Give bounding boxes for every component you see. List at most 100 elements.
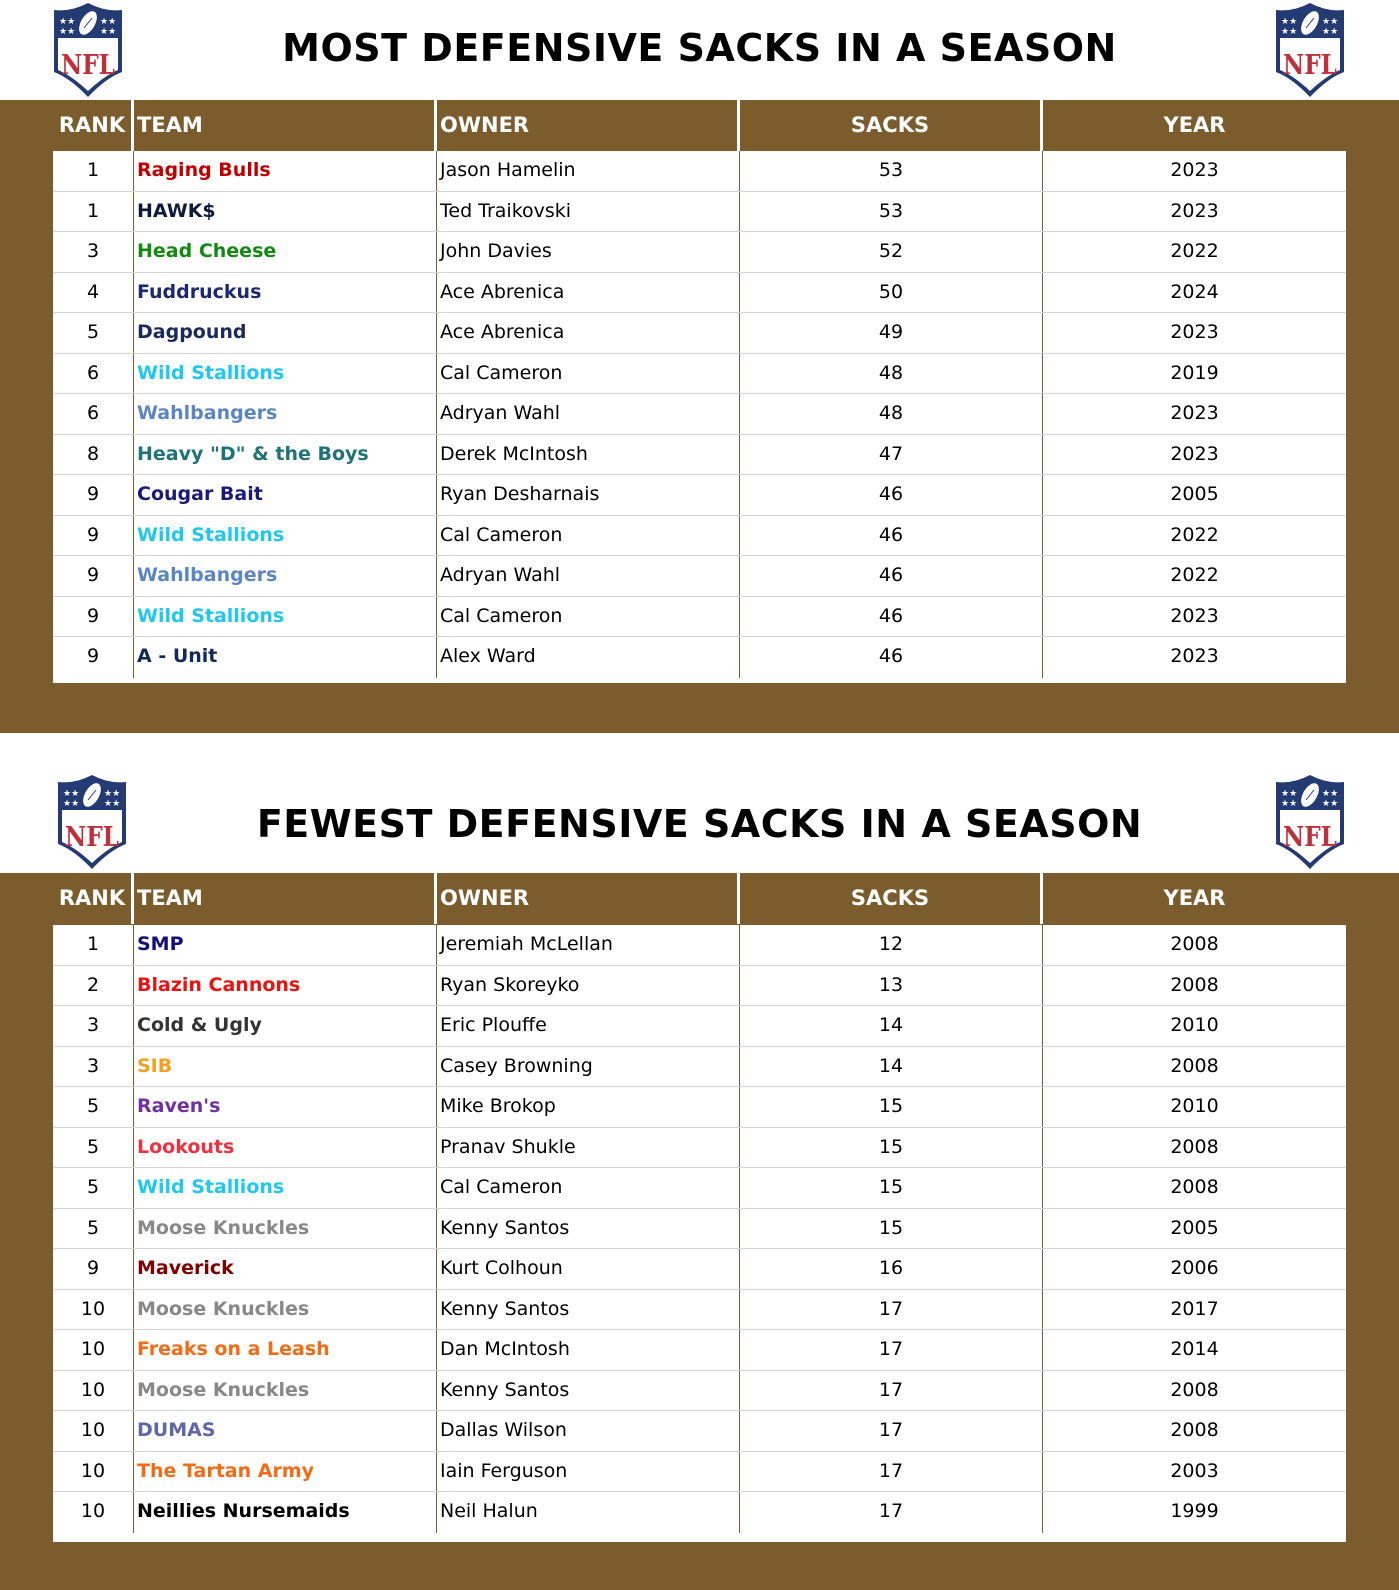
team-cell: Fuddruckus — [134, 272, 437, 312]
year-cell: 2003 — [1170, 1459, 1219, 1482]
year-cell: 2019 — [1170, 361, 1219, 384]
year-cell: 2010 — [1170, 1095, 1219, 1117]
year-cell: 2010 — [1170, 1014, 1219, 1036]
owner-cell: Cal Cameron — [437, 515, 740, 555]
sacks-cell: 47 — [740, 434, 1043, 474]
column-header-rank: RANK — [53, 873, 134, 924]
column-header-year: YEAR — [1163, 113, 1226, 137]
year-cell: 2023 — [1170, 321, 1219, 343]
column-header-sacks: SACKS — [740, 100, 1043, 151]
team-cell: Wild Stallions — [134, 1168, 437, 1208]
sacks-cell: 50 — [740, 272, 1043, 312]
rank-cell: 3 — [53, 232, 134, 272]
owner-cell: Jeremiah McLellan — [437, 925, 740, 965]
owner-cell: Dan McIntosh — [437, 1330, 740, 1370]
table-row: 5 Moose Knuckles Kenny Santos 15 2005 — [53, 1208, 1346, 1249]
sacks-cell: 17 — [740, 1451, 1043, 1491]
rank-cell: 10 — [53, 1330, 134, 1370]
column-header-owner: OWNER — [437, 873, 740, 924]
owner-cell: Eric Plouffe — [437, 1006, 740, 1046]
rank-cell: 8 — [53, 434, 134, 474]
sacks-cell: 15 — [740, 1127, 1043, 1167]
owner-cell: Kenny Santos — [437, 1208, 740, 1248]
year-cell: 2017 — [1170, 1297, 1219, 1320]
team-cell: A - Unit — [134, 637, 437, 678]
team-cell: Dagpound — [134, 313, 437, 353]
team-cell: Wild Stallions — [134, 353, 437, 393]
rank-cell: 10 — [53, 1492, 134, 1533]
most-sacks-table: 1 Raging Bulls Jason Hamelin 5 3 2023 1 HAWK$ Te… — [53, 151, 1346, 683]
table-row: 9 Wahlbangers Adryan Wahl 46 2022 — [53, 556, 1346, 597]
table-row: 9 Cougar Bait Ryan Desharnais 46 2005 — [53, 475, 1346, 516]
sacks-cell: 15 — [740, 1168, 1043, 1208]
year-cell: 1999 — [1170, 1500, 1219, 1522]
sacks-cell: 13 — [740, 965, 1043, 1005]
sacks-cell: 46 — [740, 556, 1043, 596]
year-cell: 2006 — [1170, 1257, 1219, 1279]
year-cell: 2008 — [1170, 1135, 1219, 1158]
team-cell: Lookouts — [134, 1127, 437, 1167]
team-cell: Freaks on a Leash — [134, 1330, 437, 1370]
owner-cell: Derek McIntosh — [437, 434, 740, 474]
sacks-cell: 17 — [740, 1411, 1043, 1451]
year-cell: 2023 — [1170, 159, 1219, 181]
owner-cell: Casey Browning — [437, 1046, 740, 1086]
rank-cell: 9 — [53, 596, 134, 636]
year-cell: 2022 — [1170, 240, 1219, 262]
owner-cell: Pranav Shukle — [437, 1127, 740, 1167]
team-cell: Wild Stallions — [134, 515, 437, 555]
owner-cell: Mike Brokop — [437, 1087, 740, 1127]
owner-cell: Adryan Wahl — [437, 394, 740, 434]
table-row: 1 HAWK$ Ted Traikovski 53 2023 — [53, 191, 1346, 232]
owner-cell: Ryan Desharnais — [437, 475, 740, 515]
column-header-year: YEAR — [1163, 886, 1226, 910]
team-cell: Wahlbangers — [134, 556, 437, 596]
team-cell: Raging Bulls — [134, 151, 437, 191]
team-cell: DUMAS — [134, 1411, 437, 1451]
rank-cell: 5 — [53, 1127, 134, 1167]
owner-cell: Kenny Santos — [437, 1289, 740, 1329]
column-header-team: TEAM — [134, 873, 437, 924]
table-row: 10 Neillies Nursemaids Neil Halun 17 1999 — [53, 1492, 1346, 1533]
rank-cell: 10 — [53, 1411, 134, 1451]
rank-cell: 1 — [53, 191, 134, 231]
year-cell: 2008 — [1170, 933, 1219, 955]
team-cell: Wahlbangers — [134, 394, 437, 434]
sacks-cell: 14 — [740, 1006, 1043, 1046]
sacks-cell: 17 — [740, 1289, 1043, 1329]
rank-cell: 6 — [53, 394, 134, 434]
title-band — [0, 0, 1399, 100]
team-cell: Neillies Nursemaids — [134, 1492, 437, 1533]
table-row: 9 Wild Stallions Cal Cameron 46 2023 — [53, 596, 1346, 637]
table-row: 10 Moose Knuckles Kenny Santos 17 2008 — [53, 1370, 1346, 1411]
sacks-cell: 46 — [740, 596, 1043, 636]
owner-cell: Ace Abrenica — [437, 313, 740, 353]
team-cell: HAWK$ — [134, 191, 437, 231]
page-title: MOST DEFENSIVE SACKS IN A SEASON — [282, 26, 1117, 70]
sacks-cell: 52 — [740, 232, 1043, 272]
sacks-cell: 48 — [740, 353, 1043, 393]
rank-cell: 10 — [53, 1370, 134, 1410]
table-row: 5 Raven's Mike Brokop 15 2010 — [53, 1087, 1346, 1128]
owner-cell: Cal Cameron — [437, 596, 740, 636]
table-row: 3 SIB Casey Browning 14 2008 — [53, 1046, 1346, 1087]
rank-cell: 1 — [53, 925, 134, 965]
owner-cell: Jason Hamelin — [437, 151, 740, 191]
team-cell: The Tartan Army — [134, 1451, 437, 1491]
rank-cell: 5 — [53, 313, 134, 353]
table-row: 6 Wahlbangers Adryan Wahl 48 2023 — [53, 394, 1346, 435]
table-row: 4 Fuddruckus Ace Abrenica 50 2024 — [53, 272, 1346, 313]
sacks-cell: 17 — [740, 1370, 1043, 1410]
team-cell: SMP — [134, 925, 437, 965]
team-cell: Raven's — [134, 1087, 437, 1127]
table-row: 10 Freaks on a Leash Dan McIntosh 17 2014 — [53, 1330, 1346, 1371]
rank-cell: 5 — [53, 1087, 134, 1127]
table-row: 1 SMP Jeremiah McLellan 12 2008 — [53, 925, 1346, 966]
owner-cell: Iain Ferguson — [437, 1451, 740, 1491]
table-row: 6 Wild Stallions Cal Cameron 48 2019 — [53, 353, 1346, 394]
rank-cell: 1 — [53, 151, 134, 191]
year-cell: 2022 — [1170, 564, 1219, 586]
owner-cell: Cal Cameron — [437, 353, 740, 393]
rank-cell: 9 — [53, 556, 134, 596]
